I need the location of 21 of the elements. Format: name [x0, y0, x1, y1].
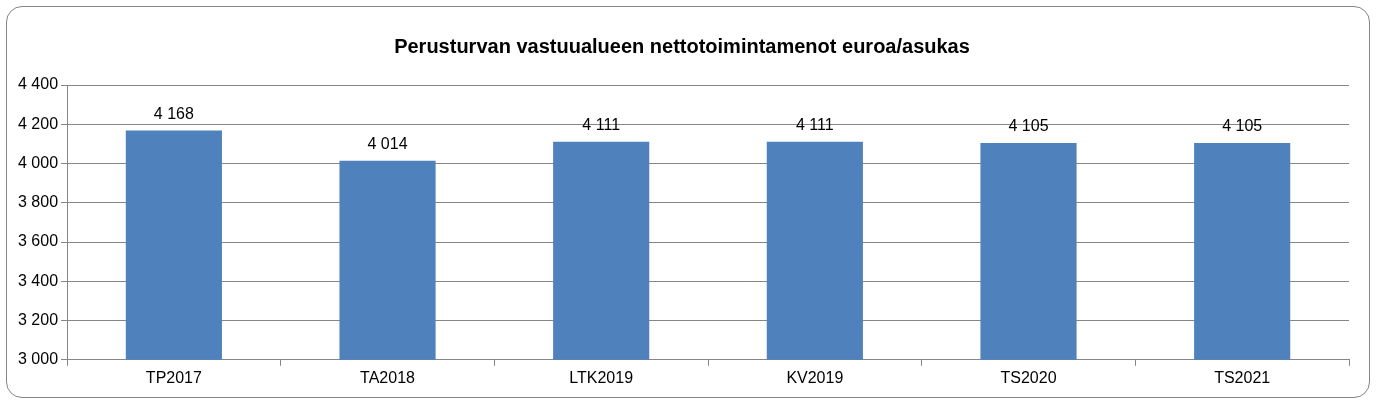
y-tick-label: 4 400: [17, 75, 59, 93]
y-tick-label: 3 800: [17, 193, 59, 211]
x-tick-label: KV2019: [786, 368, 844, 386]
x-tick-label: TA2018: [360, 368, 416, 386]
y-tick-label: 3 000: [17, 350, 59, 368]
x-tick-label: LTK2019: [569, 368, 634, 386]
y-tick-label: 3 400: [17, 271, 59, 289]
data-label: 4 105: [1222, 117, 1263, 135]
data-label: 4 111: [582, 116, 621, 134]
data-label: 4 111: [796, 116, 834, 134]
y-tick-label: 4 000: [17, 153, 59, 171]
chart-title: Perusturvan vastuualueen nettotoimintamenot euroa/asukas: [394, 34, 970, 57]
x-tick-label: TP2017: [145, 368, 202, 386]
data-label: 4 105: [1008, 117, 1049, 135]
x-tick-label: TS2021: [1214, 368, 1271, 386]
x-tick-label: TS2020: [1000, 368, 1057, 386]
y-tick-label: 3 600: [17, 232, 59, 250]
y-tick-label: 3 200: [17, 310, 59, 328]
y-tick-label: 4 200: [17, 114, 59, 132]
data-label: 4 168: [153, 104, 194, 122]
data-label: 4 014: [367, 135, 408, 153]
